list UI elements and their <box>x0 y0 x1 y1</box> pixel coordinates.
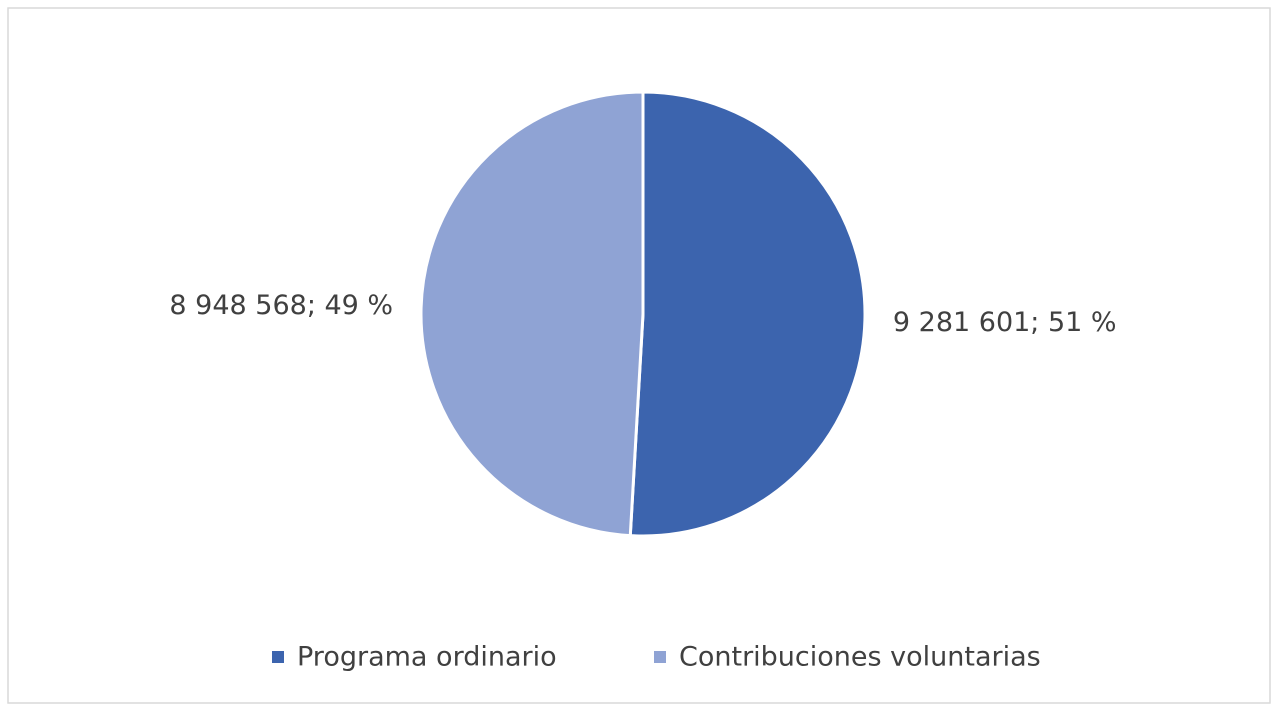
data-label: 9 281 601; 51 % <box>893 307 1117 338</box>
data-label: 8 948 568; 49 % <box>169 290 393 321</box>
legend-label: Programa ordinario <box>297 642 557 673</box>
legend-swatch <box>272 651 284 663</box>
legend-label: Contribuciones voluntarias <box>679 642 1041 673</box>
pie-slice <box>628 90 867 538</box>
legend-swatch <box>654 651 666 663</box>
pie-slice <box>419 90 645 538</box>
